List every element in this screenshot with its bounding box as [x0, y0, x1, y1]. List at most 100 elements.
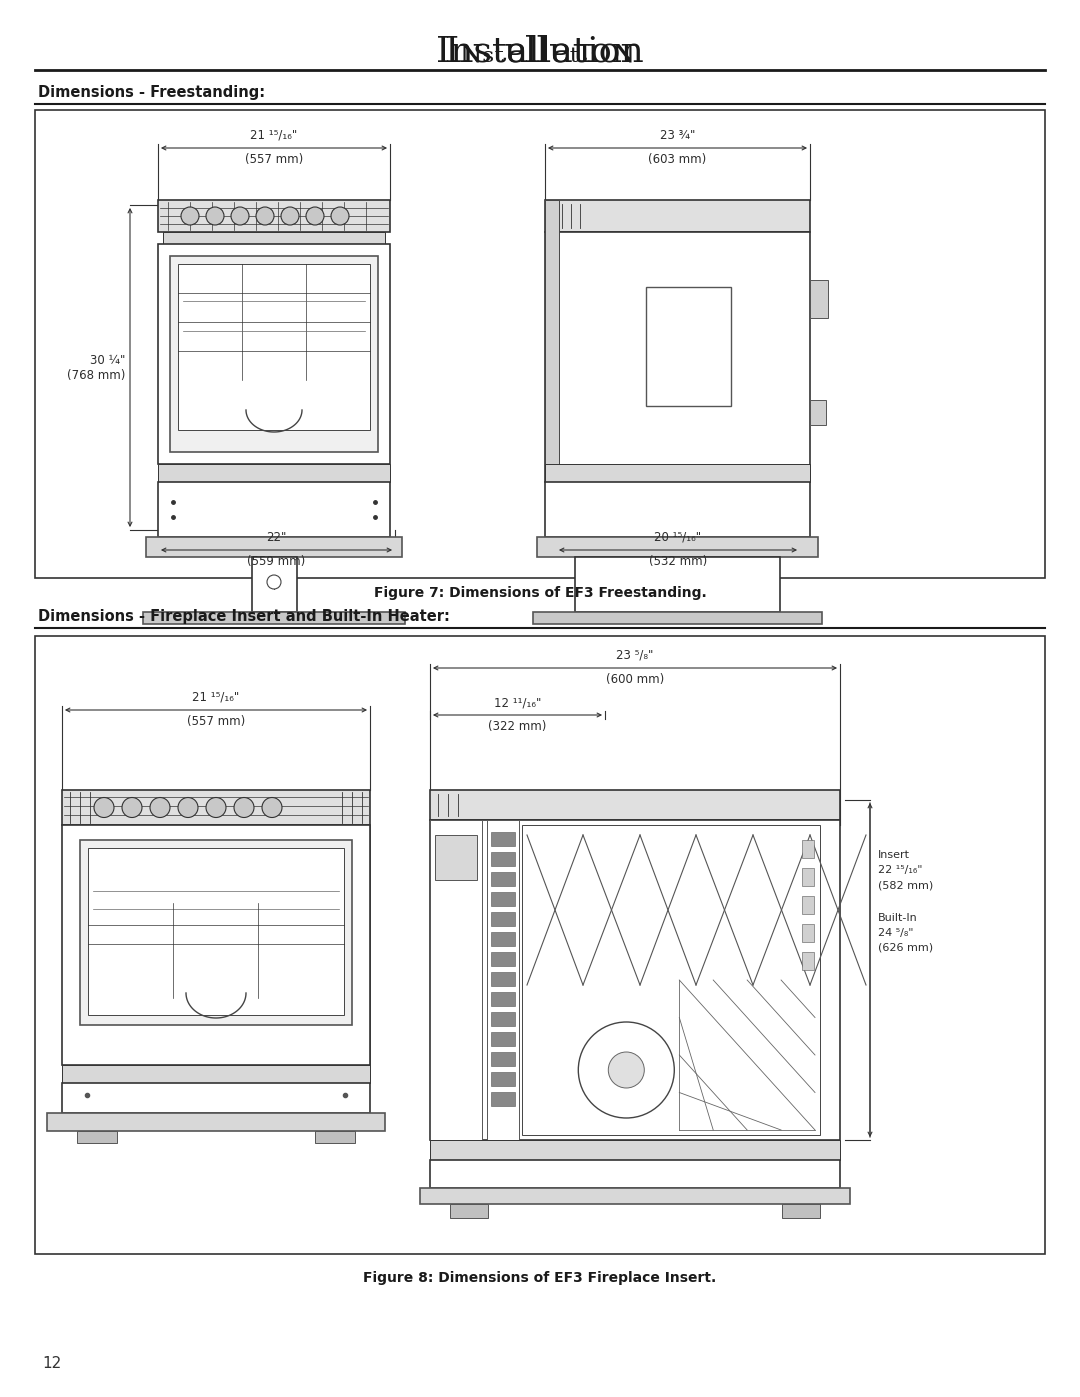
Circle shape: [181, 207, 199, 225]
Text: (603 mm): (603 mm): [648, 154, 706, 166]
Bar: [77, 1132, 117, 1143]
Text: 30 ¼": 30 ¼": [90, 353, 125, 367]
Bar: [545, 464, 810, 482]
Bar: [430, 820, 840, 1140]
Bar: [491, 1052, 515, 1066]
Text: 23 ¾": 23 ¾": [660, 129, 696, 142]
Bar: [143, 612, 405, 624]
Bar: [35, 110, 1045, 578]
Bar: [158, 464, 390, 482]
Bar: [491, 912, 515, 926]
Bar: [430, 820, 482, 1140]
Bar: [430, 1160, 840, 1187]
Bar: [178, 264, 370, 430]
Bar: [62, 1083, 370, 1113]
Text: (559 mm): (559 mm): [247, 555, 306, 569]
Circle shape: [178, 798, 198, 817]
Bar: [87, 848, 345, 1016]
Text: (582 mm): (582 mm): [878, 880, 933, 890]
Text: Figure 8: Dimensions of EF3 Fireplace Insert.: Figure 8: Dimensions of EF3 Fireplace In…: [363, 1271, 717, 1285]
Bar: [491, 951, 515, 965]
Circle shape: [122, 798, 141, 817]
Circle shape: [150, 798, 170, 817]
Circle shape: [262, 798, 282, 817]
Bar: [491, 972, 515, 986]
Bar: [430, 1140, 840, 1160]
Bar: [491, 872, 515, 886]
Bar: [522, 826, 820, 1134]
Bar: [545, 200, 810, 232]
Bar: [356, 826, 370, 1065]
Bar: [646, 286, 730, 407]
Bar: [782, 1204, 820, 1218]
Text: (626 mm): (626 mm): [878, 943, 933, 953]
Bar: [802, 868, 814, 886]
Bar: [802, 951, 814, 970]
Bar: [487, 820, 519, 1140]
Bar: [163, 232, 384, 244]
Bar: [450, 1204, 488, 1218]
Bar: [158, 200, 390, 232]
Text: (768 mm): (768 mm): [67, 369, 125, 381]
Bar: [158, 482, 390, 536]
Circle shape: [281, 207, 299, 225]
Circle shape: [578, 1023, 674, 1118]
Text: 12 ¹¹/₁₆": 12 ¹¹/₁₆": [494, 696, 541, 710]
Bar: [252, 557, 297, 612]
Bar: [802, 923, 814, 942]
Bar: [62, 826, 370, 1065]
Bar: [545, 482, 810, 536]
Bar: [810, 400, 826, 425]
Circle shape: [231, 207, 249, 225]
Text: 22": 22": [267, 531, 286, 543]
Bar: [802, 895, 814, 914]
Circle shape: [306, 207, 324, 225]
Bar: [491, 1011, 515, 1025]
Text: 22 ¹⁵/₁₆": 22 ¹⁵/₁₆": [878, 865, 922, 875]
Bar: [48, 1113, 384, 1132]
Bar: [545, 232, 810, 482]
Text: 12: 12: [42, 1355, 62, 1370]
Bar: [158, 244, 390, 464]
Text: (600 mm): (600 mm): [606, 673, 664, 686]
Text: 24 ⁵/₈": 24 ⁵/₈": [878, 928, 914, 937]
Text: 23 ⁵/₈": 23 ⁵/₈": [617, 650, 653, 662]
Circle shape: [206, 207, 224, 225]
Text: Insert: Insert: [878, 849, 910, 861]
Text: (557 mm): (557 mm): [187, 715, 245, 728]
Bar: [80, 840, 352, 1025]
Bar: [435, 835, 477, 880]
Bar: [810, 279, 828, 319]
Bar: [315, 1132, 355, 1143]
Bar: [491, 992, 515, 1006]
Bar: [802, 840, 814, 858]
Circle shape: [94, 798, 114, 817]
Text: Figure 7: Dimensions of EF3 Freestanding.: Figure 7: Dimensions of EF3 Freestanding…: [374, 585, 706, 599]
Bar: [491, 852, 515, 866]
Text: Dimensions - Fireplace Insert and Built-In Heater:: Dimensions - Fireplace Insert and Built-…: [38, 609, 450, 623]
Circle shape: [267, 576, 281, 590]
Bar: [537, 536, 818, 557]
Bar: [430, 789, 840, 820]
Text: 21 ¹⁵/₁₆": 21 ¹⁵/₁₆": [192, 692, 240, 704]
Circle shape: [330, 207, 349, 225]
Bar: [575, 557, 780, 612]
Circle shape: [608, 1052, 645, 1088]
Bar: [491, 1092, 515, 1106]
Text: (532 mm): (532 mm): [649, 555, 707, 569]
Bar: [35, 636, 1045, 1255]
Bar: [491, 1032, 515, 1046]
Text: (557 mm): (557 mm): [245, 154, 303, 166]
Text: (322 mm): (322 mm): [488, 719, 546, 733]
Bar: [491, 893, 515, 907]
Bar: [62, 1065, 370, 1083]
Bar: [62, 789, 370, 826]
Circle shape: [234, 798, 254, 817]
Text: Iɴₛₜɐllɐₜɪᴏɴ: Iɴₛₜɐllɐₜɪᴏɴ: [445, 35, 635, 68]
Text: 21 ¹⁵/₁₆": 21 ¹⁵/₁₆": [251, 129, 298, 142]
Text: 20 ¹⁵/₁₆": 20 ¹⁵/₁₆": [654, 531, 702, 543]
Bar: [491, 833, 515, 847]
Text: Dimensions - Freestanding:: Dimensions - Freestanding:: [38, 84, 265, 99]
Bar: [420, 1187, 850, 1204]
Circle shape: [256, 207, 274, 225]
